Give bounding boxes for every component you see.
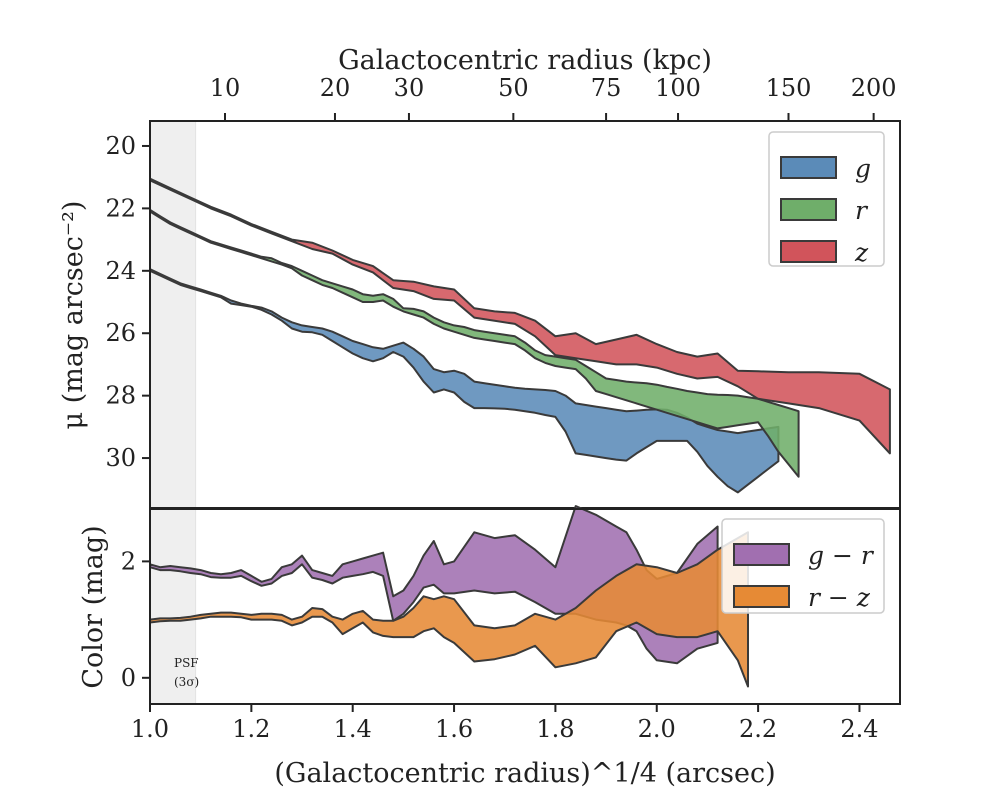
top-x-tick-label: 150 [766, 74, 812, 102]
legend-label-r-z: r − z [808, 583, 871, 612]
legend-swatch-r [780, 198, 837, 221]
surface-brightness-panel: 20 22 24 26 28 30 10 20 30 50 75 100 150 200 Galacto… [58, 45, 901, 509]
x-tick-label: 1.4 [334, 715, 372, 743]
psf-region-top [149, 120, 197, 509]
legend-label-g-r: g − r [808, 541, 875, 570]
top-x-tick-label: 75 [591, 74, 622, 102]
band-g [149, 268, 780, 494]
band-z [149, 177, 891, 455]
top-x-tick-label: 20 [320, 74, 351, 102]
y-top-tick-label: 24 [105, 257, 136, 285]
legend-bottom: g − r r − z [721, 518, 885, 614]
legend-swatch-g-r [733, 543, 790, 566]
legend-label-r: r [855, 196, 869, 225]
surface-brightness-series [149, 177, 891, 494]
band-r-z [149, 531, 749, 688]
y-bottom-tick-label: 0 [121, 664, 136, 692]
top-x-axis-ticks: 10 20 30 50 75 100 150 200 [210, 74, 897, 121]
y-axis-ticks-bottom: 02 [121, 547, 150, 692]
x-axis-title: (Galactocentric radius)^1/4 (arcsec) [274, 758, 775, 789]
y-axis-title-top: μ (mag arcsec⁻²) [58, 201, 89, 430]
band-r [149, 208, 800, 478]
x-tick-label: 1.6 [435, 715, 473, 743]
legend-label-g: g [855, 154, 871, 183]
psf-label-line2: (3σ) [174, 675, 199, 689]
top-x-tick-label: 200 [851, 74, 897, 102]
y-bottom-tick-label: 2 [121, 547, 136, 575]
axes-frame-bottom [149, 508, 901, 705]
top-x-tick-label: 100 [655, 74, 701, 102]
top-x-tick-label: 50 [498, 74, 529, 102]
x-tick-label: 1.8 [536, 715, 574, 743]
top-x-tick-label: 30 [394, 74, 425, 102]
y-axis-title-bottom: Color (mag) [78, 525, 109, 688]
y-top-tick-label: 22 [105, 194, 136, 222]
legend-swatch-r-z [733, 585, 790, 608]
legend-swatch-z [780, 240, 837, 263]
band-g-r [149, 505, 719, 665]
legend-swatch-g [780, 156, 837, 179]
x-axis-ticks: 1.0 1.2 1.4 1.6 1.8 2.0 2.2 2.4 [131, 704, 879, 743]
color-panel: 02 1.0 1.2 1.4 1.6 1.8 2.0 2.2 2.4 PSF (3σ) (Ga… [78, 505, 901, 789]
y-axis-ticks-top: 20 22 24 26 28 30 [105, 132, 150, 472]
top-x-axis-title: Galactocentric radius (kpc) [338, 45, 712, 76]
x-tick-label: 2.0 [638, 715, 676, 743]
y-top-tick-label: 30 [105, 444, 136, 472]
top-x-tick-label: 10 [210, 74, 241, 102]
legend-top: grz [768, 131, 885, 267]
x-tick-label: 2.2 [739, 715, 777, 743]
legend-label-z: z [854, 238, 869, 267]
psf-region-bottom [149, 508, 197, 705]
x-tick-label: 2.4 [840, 715, 878, 743]
psf-label-line1: PSF [174, 656, 199, 670]
y-top-tick-label: 26 [105, 319, 136, 347]
x-tick-label: 1.0 [131, 715, 169, 743]
y-top-tick-label: 20 [105, 132, 136, 160]
y-top-tick-label: 28 [105, 382, 136, 410]
x-tick-label: 1.2 [232, 715, 270, 743]
color-series [149, 505, 749, 688]
